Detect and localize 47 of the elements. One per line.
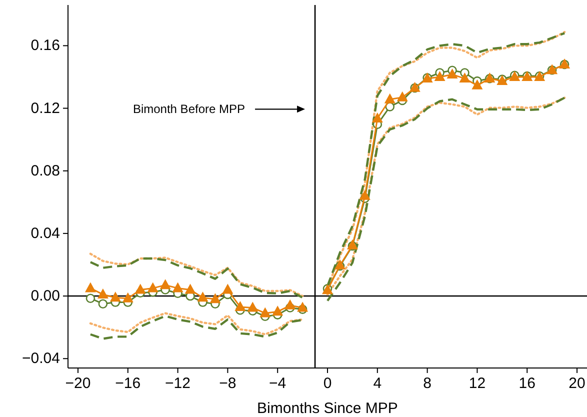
x-tick-label: 12 [468,375,486,392]
point [297,302,308,312]
point [396,91,408,102]
y-tick-label: 0.16 [30,37,60,54]
x-tick-label: 16 [518,375,536,392]
point [86,294,96,304]
point [98,299,108,308]
point [372,112,383,122]
point [359,190,370,200]
x-tick-label: −20 [65,375,91,392]
x-tick-label: 4 [373,375,382,392]
point [122,292,134,302]
x-tick-label: 8 [423,375,432,392]
annotation: Bimonth Before MPP [132,102,246,116]
x-tick-label: −8 [219,375,236,392]
point [172,282,184,292]
y-tick-label: 0.08 [30,162,60,180]
point [234,300,246,311]
point [160,279,171,290]
point [110,292,121,302]
y-tick-label: −0.04 [22,350,60,368]
y-tick-label: 0.04 [30,224,60,242]
point [210,293,221,304]
point [97,288,108,298]
x-tick-label: 20 [568,375,586,392]
point [284,299,296,310]
point [260,307,271,318]
point [446,68,458,78]
point [459,72,470,83]
point [134,284,146,294]
point [472,79,483,90]
point [197,292,208,302]
point [247,302,258,312]
point [272,306,284,316]
point [147,282,158,292]
point [184,284,196,294]
point [434,70,446,81]
point [222,284,234,294]
x-tick-label: 0 [323,375,332,392]
x-tick-label: −12 [165,375,191,392]
y-tick-label: 0.00 [30,288,60,305]
y-tick-label: 0.12 [30,100,60,117]
x-tick-label: −16 [115,375,141,392]
x-tick-label: −4 [269,375,286,392]
point [384,93,396,104]
point [84,282,96,292]
x-axis-title: Bimonths Since MPP [257,400,398,417]
